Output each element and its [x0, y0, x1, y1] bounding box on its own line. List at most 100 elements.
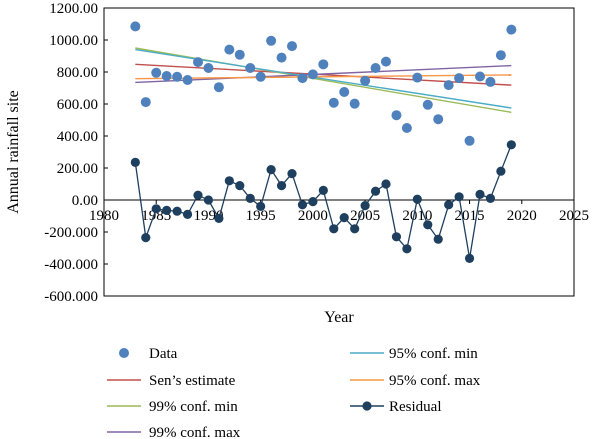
y-tick-label: 0.00	[72, 193, 98, 209]
residual-point	[454, 192, 464, 202]
x-tick-label: 2005	[350, 208, 380, 224]
x-tick-label: 1980	[89, 208, 119, 224]
y-tick-label: -600.000	[44, 289, 98, 305]
data-point	[161, 71, 172, 81]
residual-point	[485, 193, 496, 203]
residual-point	[464, 253, 475, 263]
data-point	[422, 99, 433, 110]
x-tick-label: 2015	[455, 208, 485, 224]
legend-label: Data	[149, 346, 178, 362]
data-point	[370, 63, 381, 73]
x-tick-label: 2000	[298, 208, 328, 224]
residual-line	[134, 144, 512, 259]
residual-point	[130, 157, 140, 167]
residual-point	[151, 204, 161, 214]
y-tick-label: 200.00	[57, 161, 98, 177]
data-series	[130, 21, 517, 146]
y-tick-label: 600.00	[57, 97, 98, 113]
residual-point	[297, 200, 308, 210]
residual-point	[266, 165, 276, 175]
data-point	[255, 71, 266, 82]
residual-point	[329, 224, 339, 234]
residual-point	[214, 213, 224, 223]
trend-line	[135, 64, 512, 84]
legend-label: 99% conf. max	[149, 425, 241, 439]
residual-point	[235, 181, 245, 191]
residual-point	[412, 194, 422, 204]
residual-point	[172, 206, 182, 216]
data-point	[360, 75, 371, 86]
data-point	[307, 69, 318, 80]
residual-point	[433, 234, 443, 244]
data-point	[464, 135, 475, 146]
residual-point	[182, 209, 193, 219]
data-point	[328, 97, 339, 108]
data-point	[140, 97, 151, 108]
residual-point	[276, 181, 287, 191]
data-point	[475, 71, 485, 82]
data-point	[454, 73, 465, 84]
residual-point	[162, 205, 172, 215]
legend-label: Sen’s estimate	[149, 373, 236, 389]
y-tick-label: 1000.00	[49, 33, 98, 49]
y-tick-label: 400.00	[57, 129, 98, 145]
residual-point	[203, 195, 214, 205]
data-point	[224, 44, 235, 55]
x-tick-label: 2025	[559, 208, 589, 224]
data-point	[381, 56, 391, 67]
y-tick-label: -200.000	[44, 225, 98, 241]
residual-point	[318, 185, 328, 195]
residual-point	[423, 220, 433, 230]
data-point	[318, 59, 329, 70]
residual-point	[339, 213, 349, 223]
x-axis-ticks: 1980 1985 1990 1995 2000 2005 2010 2015 2020 2025	[89, 200, 589, 224]
legend-label: 95% conf. min	[389, 346, 478, 362]
data-point	[266, 35, 277, 46]
data-point	[172, 71, 183, 82]
data-point	[213, 82, 224, 93]
x-tick-label: 2020	[507, 208, 537, 224]
data-point	[391, 110, 402, 121]
y-axis-ticks: 1200.00 1000.00 800.00 600.00 400.00 200.00 0.…	[44, 1, 108, 305]
legend-marker-residual	[362, 401, 372, 411]
data-point	[130, 21, 141, 32]
data-point	[506, 24, 517, 35]
legend-label: 99% conf. min	[149, 399, 238, 415]
residual-point	[308, 197, 318, 207]
data-point	[203, 63, 214, 73]
residual-point	[444, 200, 454, 210]
residual-series	[130, 140, 516, 263]
data-point	[193, 57, 203, 68]
legend-label: 95% conf. max	[389, 373, 481, 389]
trend-line	[135, 74, 512, 80]
data-point	[443, 80, 454, 91]
y-tick-label: -400.000	[44, 257, 98, 273]
plot-frame	[103, 7, 575, 297]
residual-point	[350, 224, 360, 234]
data-point	[245, 63, 256, 73]
residual-point	[391, 232, 402, 242]
x-axis-title: Year	[324, 309, 354, 326]
residual-point	[360, 201, 370, 211]
x-tick-label: 2010	[402, 208, 432, 224]
data-point	[433, 114, 444, 125]
residual-point	[506, 140, 516, 150]
data-point	[412, 72, 423, 83]
data-point	[339, 87, 350, 97]
residual-point	[256, 201, 266, 211]
residual-point	[245, 193, 255, 203]
data-point	[495, 50, 506, 61]
residual-point	[496, 166, 506, 176]
data-point	[349, 98, 360, 109]
data-point	[287, 41, 297, 52]
legend-marker-data	[119, 348, 129, 358]
residual-point	[402, 244, 412, 254]
residual-point	[475, 189, 485, 199]
data-point	[297, 73, 308, 84]
y-tick-label: 800.00	[57, 65, 98, 81]
x-tick-label: 1995	[246, 208, 276, 224]
y-axis-title: Annual rainfall site	[5, 90, 22, 214]
legend: Data Sen’s estimate 99% conf. min 99% conf.…	[107, 346, 481, 439]
residual-point	[381, 179, 391, 189]
